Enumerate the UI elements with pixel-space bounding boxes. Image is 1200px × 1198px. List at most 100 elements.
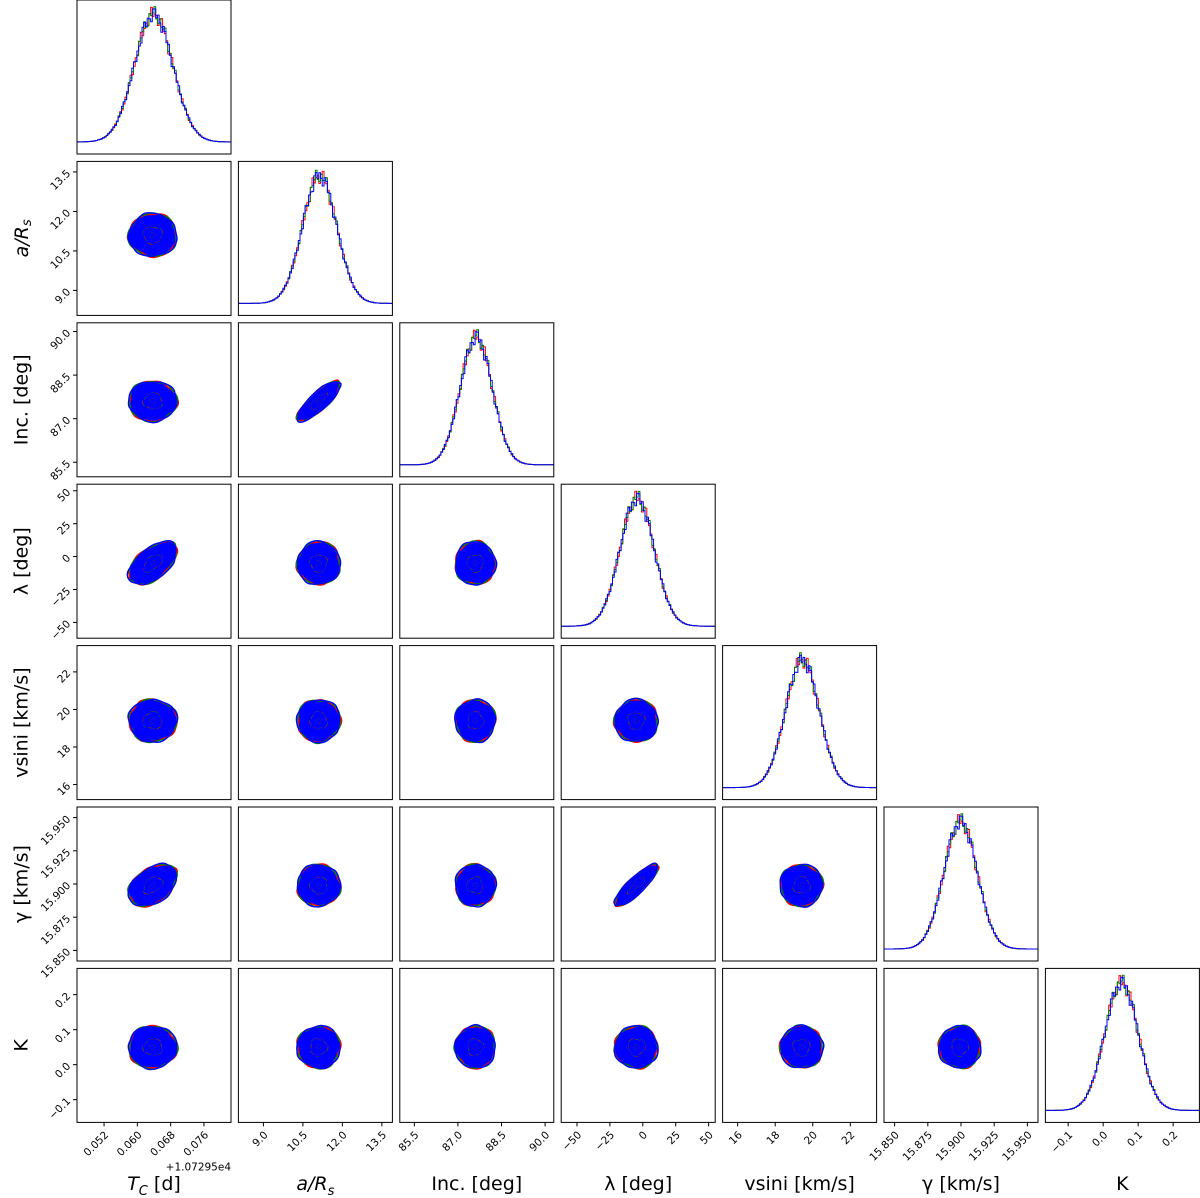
- contour-line-series-3: [296, 1024, 341, 1070]
- panel-lambda-vs-tc: −50 −25 0 25 50: [49, 483, 232, 642]
- contour-line-series-3: [142, 876, 163, 895]
- x-axis-label-k: K: [1116, 1173, 1129, 1195]
- histogram-inc-series-1: [399, 329, 554, 466]
- contour-fill-1sigma: [455, 540, 496, 585]
- panel-frame: [399, 322, 555, 478]
- contour-line-series-3: [296, 381, 342, 423]
- contour-line-series-3: [149, 1043, 157, 1051]
- axis-label-main: a/R: [296, 1173, 327, 1195]
- contour-line-series-3: [315, 398, 322, 405]
- x-tick-label: 15.900: [934, 1129, 968, 1163]
- y-tick-label: −25: [49, 585, 73, 609]
- panel-gamma-vs-lambda: [560, 806, 716, 962]
- contour-fill-1sigma: [779, 1025, 822, 1068]
- contour-fill-1sigma: [129, 541, 178, 585]
- contour-line-series-3: [315, 1044, 322, 1051]
- contour-line-series-3: [792, 876, 811, 895]
- panel-frame: [237, 483, 393, 639]
- histogram-k-series-2: [1045, 974, 1200, 1111]
- y-tick-label: 12.0: [48, 207, 73, 232]
- contour-line-series-3: [454, 863, 498, 908]
- panel-frame: [399, 806, 555, 962]
- y-tick-label: 13.5: [48, 168, 73, 193]
- panel-k-vs-tc: 0.052 0.060 0.068 0.076 −0.1 0.0 0.1 0.2: [47, 967, 232, 1159]
- panel-tc-vs-tc: [76, 0, 232, 155]
- y-tick-label: 0.1: [53, 1025, 73, 1045]
- x-tick-label: 88.5: [484, 1129, 509, 1154]
- y-tick-label: −50: [49, 618, 73, 642]
- histogram-tc-series-3: [77, 8, 231, 143]
- contour-line-series-3: [780, 1024, 825, 1069]
- y-tick-label: −0.1: [47, 1095, 74, 1122]
- panel-inc-vs-inc: [399, 322, 555, 478]
- axis-label-tail: [d]: [148, 1173, 181, 1195]
- histogram-lambda-series-2: [561, 490, 716, 627]
- contour-fill-1sigma: [128, 865, 178, 907]
- contour-line-series-3: [126, 539, 177, 586]
- histogram-tc-series-1: [77, 6, 231, 143]
- panel-frame: [560, 806, 716, 962]
- y-tick-label: 10.5: [48, 247, 73, 272]
- histogram-gamma-series-2: [884, 813, 1038, 950]
- contour-line-series-3: [626, 1037, 646, 1057]
- panel-frame: [76, 483, 232, 639]
- histogram-k-series-3: [1045, 976, 1200, 1111]
- x-tick-label: 0.1: [1125, 1129, 1145, 1149]
- x-tick-label: 13.5: [364, 1129, 389, 1154]
- contour-fill-1sigma: [455, 699, 497, 742]
- x-tick-label: 85.5: [397, 1129, 422, 1154]
- y-axis-label-k: K: [11, 1039, 33, 1052]
- y-tick-label: 15.875: [39, 913, 73, 947]
- contour-line-series-3: [454, 698, 497, 744]
- x-tick-label: 25: [665, 1129, 683, 1147]
- panel-gamma-vs-a_rs: [237, 806, 393, 962]
- panel-frame: [76, 967, 232, 1123]
- x-tick-label: 20: [802, 1129, 820, 1147]
- contour-line-series-3: [779, 863, 824, 908]
- histogram-k-series-1: [1045, 975, 1200, 1111]
- panel-k-vs-a_rs: 9.0 10.5 12.0 13.5: [237, 967, 393, 1154]
- x-tick-label: −25: [593, 1129, 617, 1153]
- x-tick-label: 12.0: [325, 1129, 350, 1154]
- axis-label-sub: s: [20, 219, 35, 226]
- x-tick-label: 0.068: [148, 1129, 178, 1159]
- contour-fill-1sigma: [296, 541, 340, 586]
- y-tick-label: 0.2: [53, 990, 73, 1010]
- contour-line-series-3: [309, 876, 329, 894]
- histogram-gamma-series-3: [884, 815, 1038, 950]
- panel-vsini-vs-lambda: [560, 645, 716, 801]
- histogram-lambda-series-3: [561, 492, 716, 627]
- y-tick-label: 0: [60, 552, 73, 565]
- x-tick-label: 18: [764, 1129, 782, 1147]
- contour-line-series-3: [295, 699, 341, 744]
- panel-frame: [76, 0, 232, 155]
- panel-frame: [237, 322, 393, 478]
- contour-line-series-3: [466, 553, 484, 573]
- panel-frame: [237, 806, 393, 962]
- contour-line-series-3: [149, 232, 156, 239]
- x-offset-text: +1.07295e4: [166, 1161, 232, 1173]
- contour-line-series-3: [142, 711, 164, 730]
- y-tick-label: 15.925: [39, 847, 73, 881]
- contour-line-series-3: [455, 541, 498, 586]
- panel-frame: [883, 806, 1039, 962]
- y-axis-label-gamma: γ [km/s]: [11, 845, 33, 923]
- y-axis-label-vsini: vsini [km/s]: [11, 667, 33, 777]
- x-axis-label-gamma: γ [km/s]: [922, 1173, 1000, 1195]
- y-tick-label: 18: [55, 743, 73, 761]
- panel-a_rs-vs-a_rs: [237, 160, 393, 316]
- contour-line-series-3: [127, 1026, 178, 1071]
- y-axis-label-a_rs: a/Rs: [11, 219, 35, 257]
- contour-line-series-3: [633, 717, 640, 724]
- panel-frame: [237, 160, 393, 316]
- panel-frame: [237, 967, 393, 1123]
- contour-line-series-3: [633, 1044, 640, 1051]
- panel-frame: [1044, 967, 1200, 1123]
- panel-frame: [560, 645, 716, 801]
- y-tick-label: 90.0: [48, 327, 73, 352]
- contour-line-series-2: [778, 1024, 824, 1069]
- y-axis-label-lambda: λ [deg]: [11, 527, 33, 595]
- contour-line-series-3: [472, 1044, 479, 1051]
- x-axis-label-tc: TC [d]: [127, 1173, 181, 1198]
